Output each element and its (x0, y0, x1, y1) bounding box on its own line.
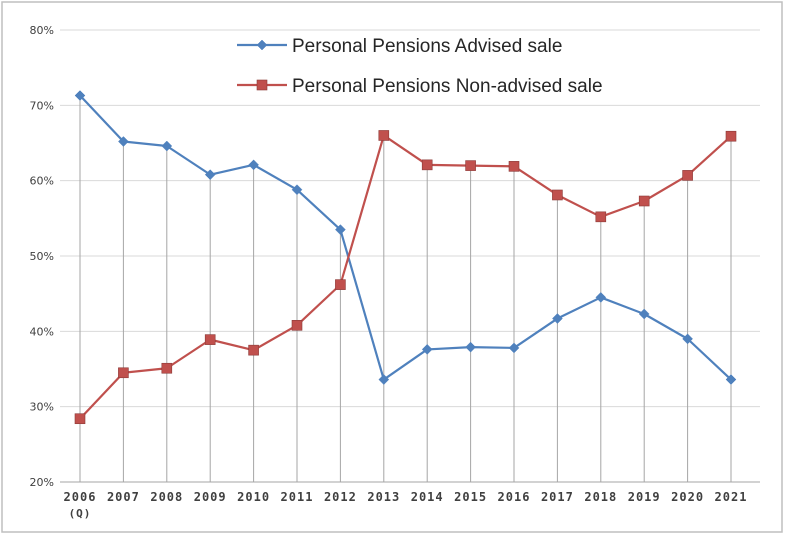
x-tick-label-2011: 2011 (281, 490, 314, 504)
data-point-2017 (552, 313, 563, 324)
x-tick-label-2020: 2020 (671, 490, 704, 504)
series-line-1 (79, 94, 732, 381)
legend-swatch-marker (256, 79, 268, 91)
x-tick-label-2007: 2007 (107, 490, 140, 504)
x-tick-sublabel: (Q) (69, 507, 92, 520)
legend-swatch-marker (256, 39, 268, 51)
y-tick-label: 50% (30, 250, 54, 263)
data-point-2010 (248, 159, 259, 171)
x-tick-label-2009: 2009 (194, 490, 227, 504)
data-point-2020 (682, 333, 693, 345)
data-point-2009 (204, 169, 216, 180)
data-point-2014 (421, 344, 433, 355)
series-2 (74, 130, 737, 425)
y-tick-label: 60% (30, 175, 54, 188)
data-point-2020 (682, 170, 693, 181)
data-point-2017 (552, 189, 563, 201)
data-point-2012 (335, 279, 346, 290)
data-point-2021 (725, 374, 737, 385)
x-axis-ticks: 2006 (Q) 2007 2008 2009 2010 2011 2012 2013 2014 2… (64, 490, 748, 520)
y-tick-label: 20% (30, 476, 54, 489)
data-point-2021 (725, 130, 737, 142)
data-point-2019 (638, 308, 650, 320)
data-point-2012 (335, 224, 346, 235)
x-tick-label-2016: 2016 (498, 490, 531, 504)
data-point-2016 (508, 161, 520, 172)
data-point-2016 (508, 342, 520, 354)
data-point-2018 (595, 211, 607, 223)
series-layer (74, 90, 737, 425)
y-tick-label: 30% (30, 401, 54, 414)
data-point-2007 (118, 136, 129, 147)
data-point-2008 (161, 140, 173, 152)
legend-label-2: Personal Pensions Non-advised sale (292, 76, 603, 97)
horizontal-gridlines (60, 29, 760, 408)
y-tick-label: 70% (30, 99, 54, 112)
data-point-2010 (248, 344, 259, 356)
data-point-2009 (204, 334, 216, 345)
x-tick-label-2008: 2008 (150, 490, 183, 504)
legend: Personal Pensions Advised sale Personal P… (237, 36, 603, 97)
series-1 (74, 90, 737, 385)
y-axis-ticks: 20% 30% 40% 50% 60% 70% 80% (30, 24, 54, 489)
x-tick-label-2017: 2017 (541, 490, 574, 504)
x-tick-label-2013: 2013 (367, 490, 400, 504)
data-point-2014 (421, 159, 433, 171)
x-tick-label-2006: 2006 (64, 490, 97, 504)
chart-frame (1, 1, 783, 533)
y-tick-label: 40% (30, 325, 54, 338)
data-point-2011 (291, 320, 303, 331)
legend-label-1: Personal Pensions Advised sale (292, 36, 562, 57)
data-point-2007 (118, 367, 129, 379)
x-tick-label-2015: 2015 (454, 490, 487, 504)
data-point-2011 (291, 184, 303, 196)
x-tick-label-2021: 2021 (715, 490, 748, 504)
data-point-2019 (638, 195, 650, 207)
data-point-2006 (74, 413, 86, 425)
data-point-2015 (465, 160, 476, 171)
data-point-2008 (161, 362, 173, 374)
data-point-2013 (378, 130, 390, 141)
data-point-2018 (595, 292, 607, 303)
y-tick-label: 80% (30, 24, 54, 37)
series-line-2 (79, 134, 732, 420)
data-point-2006 (74, 90, 86, 101)
x-tick-label-2018: 2018 (584, 490, 617, 504)
x-tick-label-2019: 2019 (628, 490, 661, 504)
data-point-2015 (465, 341, 476, 353)
x-tick-label-2010: 2010 (237, 490, 270, 504)
x-tick-label-2014: 2014 (411, 490, 444, 504)
data-point-2013 (378, 374, 390, 385)
x-tick-label-2012: 2012 (324, 490, 357, 504)
